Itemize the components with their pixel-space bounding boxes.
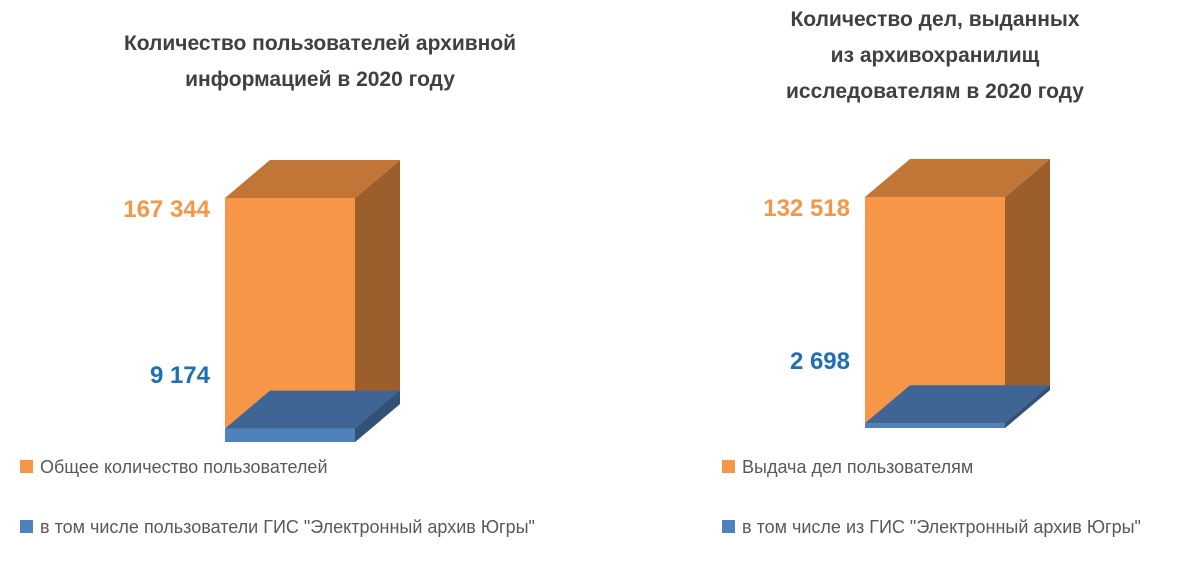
- bar-group: [865, 385, 1050, 428]
- bar-top: [225, 160, 400, 198]
- chart-title: Количество пользователей архивной: [123, 32, 517, 55]
- bar-side: [355, 160, 400, 442]
- legend-swatch: [20, 460, 33, 473]
- legend-entry: Выдача дел пользователям: [722, 453, 1197, 481]
- bar-group: [225, 390, 400, 442]
- bar-side: [1005, 385, 1050, 428]
- bar-top: [865, 159, 1050, 197]
- legend-entry: в том числе из ГИС "Электронный архив Юг…: [722, 513, 1197, 541]
- value-label: 132 518: [763, 195, 850, 222]
- bar-top: [225, 390, 400, 429]
- bar-top: [865, 385, 1050, 424]
- value-label: 9 174: [149, 362, 210, 389]
- chart-title: из архивохранилищ: [830, 44, 1040, 67]
- bar: [225, 428, 355, 442]
- legend-entry: в том числе пользователи ГИС "Электронны…: [20, 513, 640, 541]
- legend-entry: Общее количество пользователей: [20, 453, 640, 481]
- bar-side: [355, 390, 400, 442]
- legend-swatch: [722, 460, 735, 473]
- value-label: 2 698: [789, 348, 850, 375]
- chart-title: информацией в 2020 году: [185, 68, 455, 91]
- chart-title: исследователям в 2020 году: [786, 80, 1084, 103]
- bar-group: [865, 159, 1050, 428]
- chart-title: Количество дел, выданных: [790, 8, 1080, 31]
- legend-swatch: [20, 520, 33, 533]
- bar-side: [1005, 159, 1050, 428]
- legend-swatch: [722, 520, 735, 533]
- bar: [865, 423, 1005, 428]
- value-label: 167 344: [123, 196, 210, 223]
